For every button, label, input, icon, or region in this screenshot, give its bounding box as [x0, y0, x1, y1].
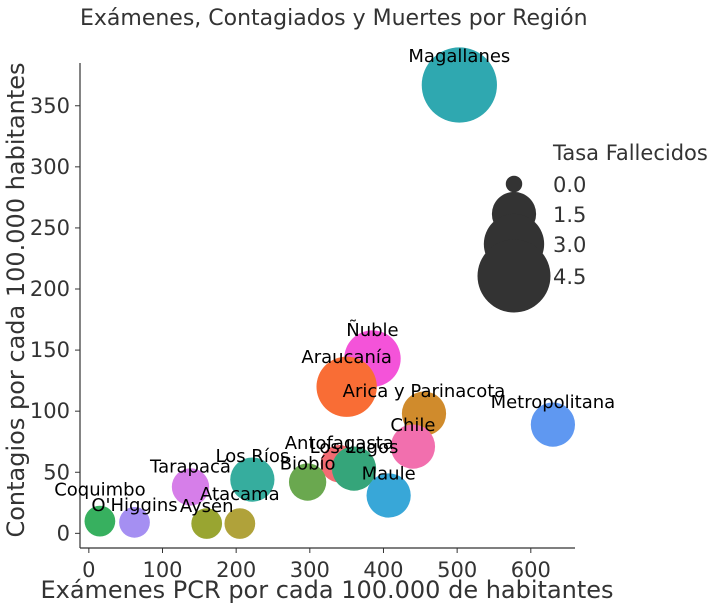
data-points	[84, 47, 576, 539]
point-label: Araucanía	[301, 347, 392, 368]
legend-size-marker	[477, 239, 551, 313]
point-label: Tarapacá	[149, 456, 231, 477]
legend-size-label: 1.5	[553, 203, 586, 227]
point-label: Maule	[362, 464, 416, 485]
data-point	[230, 457, 275, 502]
y-tick-label: 200	[30, 277, 70, 301]
chart-title: Exámenes, Contagiados y Muertes por Regi…	[80, 6, 588, 31]
x-tick-label: 300	[290, 558, 330, 582]
y-tick-label: 50	[43, 460, 70, 484]
point-label: Atacama	[200, 484, 280, 505]
data-point	[119, 506, 150, 538]
data-point	[224, 508, 256, 539]
x-axis-ticks: 0 100 200 300 400 500 600	[82, 548, 551, 582]
point-label: Chile	[390, 415, 435, 436]
x-tick-label: 500	[437, 558, 477, 582]
x-tick-label: 400	[363, 558, 403, 582]
legend-title: Tasa Fallecidos	[552, 141, 708, 165]
point-label: Metropolitana	[491, 392, 616, 413]
y-axis-label: Contagios por cada 100.000 habitantes	[2, 62, 30, 537]
y-tick-label: 150	[30, 338, 70, 362]
data-point	[390, 424, 436, 469]
y-tick-label: 250	[30, 216, 70, 240]
y-tick-label: 350	[30, 94, 70, 118]
x-tick-label: 0	[82, 558, 95, 582]
point-label: Los Ríos	[215, 446, 289, 467]
x-tick-label: 100	[142, 558, 182, 582]
point-labels: Magallanes Ñuble Araucanía Arica y Parinaco…	[54, 46, 615, 517]
y-tick-label: 0	[57, 521, 70, 545]
x-axis-label: Exámenes PCR por cada 100.000 de habitan…	[40, 576, 613, 604]
data-point	[191, 508, 223, 539]
point-label: Magallanes	[408, 46, 510, 67]
size-legend: Tasa Fallecidos 0.0 1.5 3.0 4.5	[477, 141, 708, 313]
point-label: Arica y Parinacota	[343, 381, 506, 402]
y-tick-label: 300	[30, 155, 70, 179]
point-label: Los Lagos	[310, 437, 399, 458]
point-label: O'Higgins	[91, 495, 177, 516]
x-tick-label: 200	[216, 558, 256, 582]
point-label: Ñuble	[346, 319, 398, 341]
data-point	[331, 446, 377, 491]
x-tick-label: 600	[511, 558, 551, 582]
y-axis-ticks: 0 50 100 150 200 250 300 350	[30, 94, 80, 545]
point-label: Biobío	[280, 453, 336, 474]
legend-size-label: 4.5	[553, 265, 586, 289]
data-point	[421, 47, 497, 123]
point-label: Aysén	[180, 496, 234, 517]
data-point	[84, 505, 116, 537]
point-label: Antofagasta	[285, 433, 394, 454]
data-point	[530, 402, 576, 447]
data-point	[366, 473, 411, 518]
legend-size-label: 0.0	[553, 173, 586, 197]
y-tick-label: 100	[30, 399, 70, 423]
point-label: Coquimbo	[54, 480, 145, 501]
legend-size-label: 3.0	[553, 233, 586, 257]
legend-size-marker	[505, 175, 523, 193]
data-point	[316, 356, 377, 417]
data-point	[288, 463, 327, 501]
data-point	[171, 468, 210, 506]
